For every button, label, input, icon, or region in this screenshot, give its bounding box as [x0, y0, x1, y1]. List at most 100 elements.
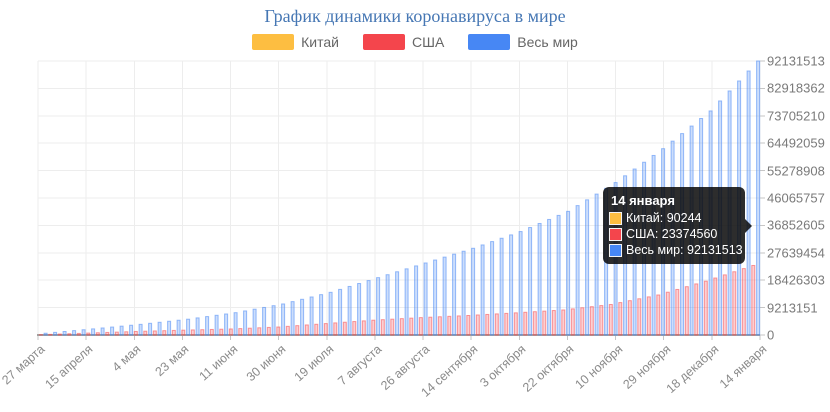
- bar-usa[interactable]: [523, 311, 528, 336]
- bar-usa[interactable]: [257, 327, 262, 336]
- bar-world[interactable]: [81, 329, 86, 336]
- bar-usa[interactable]: [684, 286, 689, 336]
- bar-world[interactable]: [518, 231, 523, 336]
- bar-world[interactable]: [537, 222, 542, 336]
- bar-usa[interactable]: [741, 268, 746, 336]
- bar-usa[interactable]: [114, 331, 119, 336]
- bar-usa[interactable]: [95, 332, 100, 336]
- bar-world[interactable]: [91, 328, 96, 336]
- bar-world[interactable]: [138, 323, 143, 336]
- bar-usa[interactable]: [371, 319, 376, 336]
- bar-world[interactable]: [471, 247, 476, 336]
- bar-world[interactable]: [262, 306, 267, 336]
- bar-usa[interactable]: [295, 325, 300, 336]
- bar-world[interactable]: [746, 70, 751, 336]
- bar-world[interactable]: [499, 237, 504, 336]
- bar-usa[interactable]: [323, 323, 328, 336]
- bar-usa[interactable]: [494, 313, 499, 336]
- bar-usa[interactable]: [57, 333, 62, 336]
- bar-world[interactable]: [129, 324, 134, 336]
- bar-usa[interactable]: [732, 271, 737, 336]
- bar-usa[interactable]: [665, 291, 670, 336]
- bar-world[interactable]: [423, 262, 428, 336]
- bar-world[interactable]: [319, 294, 324, 336]
- bar-usa[interactable]: [713, 277, 718, 336]
- bar-world[interactable]: [395, 271, 400, 336]
- bar-world[interactable]: [195, 317, 200, 336]
- bar-usa[interactable]: [589, 306, 594, 336]
- bar-usa[interactable]: [361, 320, 366, 336]
- bar-usa[interactable]: [48, 333, 53, 336]
- bar-world[interactable]: [72, 330, 77, 336]
- bar-world[interactable]: [110, 326, 115, 336]
- bar-usa[interactable]: [67, 333, 72, 336]
- bar-world[interactable]: [186, 318, 191, 336]
- bar-usa[interactable]: [551, 310, 556, 336]
- bar-usa[interactable]: [86, 332, 91, 336]
- bar-usa[interactable]: [561, 309, 566, 336]
- bar-usa[interactable]: [124, 331, 129, 336]
- bar-usa[interactable]: [152, 330, 157, 336]
- bar-usa[interactable]: [456, 315, 461, 336]
- bar-usa[interactable]: [722, 274, 727, 336]
- bar-world[interactable]: [205, 316, 210, 336]
- bar-world[interactable]: [585, 199, 590, 336]
- bar-usa[interactable]: [542, 310, 547, 336]
- bar-usa[interactable]: [190, 329, 195, 336]
- bar-usa[interactable]: [399, 318, 404, 336]
- bar-world[interactable]: [461, 250, 466, 336]
- bar-world[interactable]: [100, 327, 105, 336]
- legend-item-world[interactable]: Весь мир: [468, 34, 578, 50]
- bar-usa[interactable]: [133, 330, 138, 336]
- bar-usa[interactable]: [532, 311, 537, 336]
- bar-world[interactable]: [547, 218, 552, 336]
- bar-world[interactable]: [148, 322, 153, 336]
- bar-usa[interactable]: [238, 328, 243, 336]
- bar-usa[interactable]: [342, 321, 347, 336]
- bar-usa[interactable]: [618, 302, 623, 336]
- bar-world[interactable]: [328, 291, 333, 336]
- bar-world[interactable]: [119, 325, 124, 336]
- bar-usa[interactable]: [637, 298, 642, 336]
- bar-usa[interactable]: [333, 322, 338, 336]
- bar-world[interactable]: [366, 280, 371, 336]
- bar-world[interactable]: [243, 310, 248, 336]
- bar-usa[interactable]: [76, 332, 81, 336]
- bar-usa[interactable]: [162, 330, 167, 336]
- bar-usa[interactable]: [703, 280, 708, 336]
- bar-usa[interactable]: [200, 329, 205, 336]
- bar-usa[interactable]: [608, 303, 613, 336]
- bar-usa[interactable]: [485, 313, 490, 336]
- bar-world[interactable]: [338, 288, 343, 336]
- bar-world[interactable]: [281, 303, 286, 336]
- bar-world[interactable]: [509, 234, 514, 336]
- bar-world[interactable]: [433, 259, 438, 336]
- bar-usa[interactable]: [171, 329, 176, 336]
- bar-world[interactable]: [309, 296, 314, 336]
- bar-usa[interactable]: [580, 307, 585, 336]
- bar-world[interactable]: [43, 332, 48, 336]
- bar-world[interactable]: [556, 214, 561, 336]
- bar-world[interactable]: [528, 227, 533, 336]
- legend-item-usa[interactable]: США: [363, 34, 444, 50]
- bar-usa[interactable]: [409, 317, 414, 336]
- bar-world[interactable]: [224, 313, 229, 336]
- bar-world[interactable]: [376, 277, 381, 336]
- bar-world[interactable]: [62, 331, 67, 336]
- bar-usa[interactable]: [646, 296, 651, 336]
- bar-usa[interactable]: [247, 327, 252, 336]
- bar-usa[interactable]: [219, 328, 224, 336]
- bar-usa[interactable]: [475, 314, 480, 336]
- bar-usa[interactable]: [143, 330, 148, 336]
- bar-usa[interactable]: [513, 312, 518, 336]
- bar-world[interactable]: [575, 205, 580, 336]
- bar-world[interactable]: [452, 253, 457, 336]
- bar-world[interactable]: [414, 265, 419, 336]
- bar-usa[interactable]: [266, 326, 271, 336]
- bar-world[interactable]: [233, 312, 238, 336]
- bar-world[interactable]: [566, 210, 571, 336]
- bar-usa[interactable]: [599, 305, 604, 336]
- bar-usa[interactable]: [418, 317, 423, 336]
- bar-world[interactable]: [357, 283, 362, 336]
- bar-usa[interactable]: [276, 326, 281, 336]
